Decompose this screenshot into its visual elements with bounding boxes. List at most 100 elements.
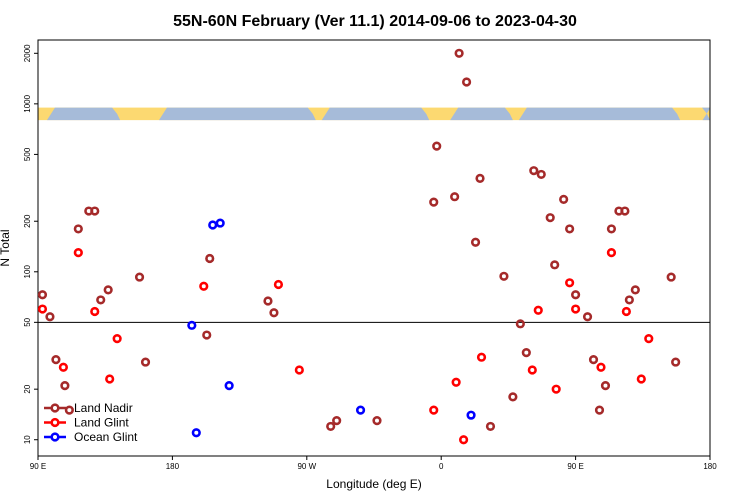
map-strip [38, 107, 711, 121]
data-point [466, 410, 476, 420]
data-point [606, 224, 617, 234]
y-axis-title: N Total [0, 229, 12, 266]
y-tick-label: 200 [23, 214, 32, 228]
data-point [594, 405, 605, 415]
data-point [326, 421, 336, 432]
y-axis: 10 20 50 100 200 500 1000 2000 [23, 44, 38, 444]
data-point [58, 362, 68, 372]
data-point [269, 308, 279, 318]
data-point [499, 271, 509, 281]
legend-label: Ocean Glint [74, 430, 138, 444]
data-point [508, 392, 518, 402]
data-point [73, 248, 83, 258]
data-point [263, 296, 273, 306]
x-tick-label: 0 [439, 462, 444, 471]
data-point [565, 224, 575, 234]
data-point [432, 141, 442, 151]
data-point [644, 334, 654, 344]
y-tick-label: 100 [23, 265, 32, 279]
data-point [429, 197, 439, 207]
x-axis-title: Longitude (deg E) [326, 477, 421, 491]
data-point [355, 405, 366, 415]
data-point [470, 237, 481, 247]
legend-label: Land Glint [74, 416, 129, 430]
data-point [545, 213, 555, 223]
data-point [529, 166, 539, 176]
data-point [60, 381, 70, 391]
data-point [565, 278, 575, 288]
data-point [429, 405, 439, 415]
data-point [515, 319, 525, 329]
data-point [202, 330, 212, 340]
data-point [596, 362, 606, 372]
data-point [273, 279, 284, 290]
data-point [636, 374, 646, 384]
data-point [475, 173, 485, 183]
legend-marker [50, 432, 60, 442]
data-point [630, 285, 640, 295]
y-tick-label: 20 [23, 384, 32, 393]
data-point [73, 224, 83, 234]
data-point [536, 169, 546, 180]
data-point [600, 381, 611, 391]
y-tick-label: 10 [23, 435, 32, 444]
data-point [671, 357, 681, 367]
data-point [454, 48, 464, 58]
data-point [527, 365, 537, 375]
y-tick-label: 50 [23, 317, 32, 326]
data-point [112, 334, 122, 344]
data-point [559, 194, 569, 204]
x-tick-label: 90 E [30, 462, 46, 471]
data-point [332, 415, 342, 426]
data-point [90, 306, 100, 317]
x-tick-label: 90 E [567, 462, 583, 471]
data-points [37, 48, 681, 445]
data-point [187, 320, 197, 330]
y-tick-label: 1000 [23, 94, 32, 112]
data-point [666, 272, 676, 282]
data-point [105, 374, 115, 384]
data-point [205, 253, 215, 264]
data-point [140, 357, 151, 367]
data-point [37, 290, 48, 300]
x-tick-label: 90 W [297, 462, 316, 471]
map-strip-ocean [450, 107, 513, 121]
data-point [461, 77, 472, 87]
data-point [570, 304, 581, 314]
data-point [215, 218, 225, 228]
data-point [570, 290, 581, 300]
data-point [64, 405, 74, 415]
data-point [485, 421, 496, 432]
data-point [134, 272, 145, 282]
data-point [451, 377, 461, 387]
data-point [45, 312, 55, 322]
data-point [620, 206, 630, 216]
data-point [450, 192, 460, 202]
data-point [582, 312, 593, 322]
data-point [294, 365, 304, 375]
data-point [90, 206, 100, 216]
data-point [550, 260, 560, 270]
data-point [199, 281, 209, 291]
data-point [606, 248, 617, 258]
data-point [459, 435, 469, 445]
data-point [521, 348, 531, 358]
legend-label: Land Nadir [74, 401, 133, 415]
data-point [96, 295, 106, 305]
map-strip-ocean [518, 107, 681, 121]
legend-marker [50, 417, 60, 428]
map-strip-ocean [321, 107, 430, 121]
data-point [624, 295, 634, 305]
data-point [621, 306, 631, 317]
x-tick-label: 180 [166, 462, 180, 471]
data-point [588, 354, 599, 365]
data-point [51, 354, 61, 365]
data-point [208, 220, 218, 230]
data-point [533, 305, 543, 315]
map-strip-ocean [158, 107, 316, 121]
x-axis: 90 E 180 90 W 0 90 E 180 [30, 456, 717, 471]
map-strip-ocean [46, 107, 121, 121]
data-point [551, 384, 561, 394]
